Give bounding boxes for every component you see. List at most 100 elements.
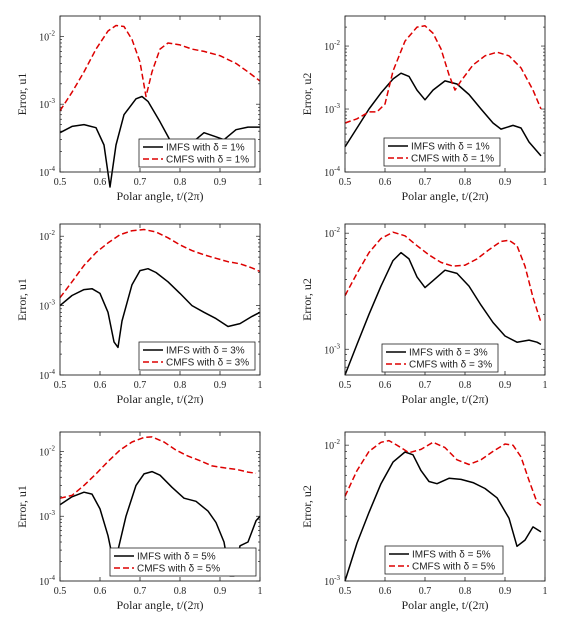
chart-panel-2: 0.5 0.6 0.7 0.8 0.9 1 10-4 10-3 10-2 Polar angle,…: [300, 15, 548, 203]
x-tick-label: 0.6: [94, 177, 107, 188]
y-tick-label: 10-2: [39, 444, 55, 458]
y-tick-label: 10-2: [324, 438, 340, 452]
legend: IMFS with δ = 3%CMFS with δ = 3%: [138, 341, 256, 371]
x-tick-label: 0.9: [499, 380, 512, 391]
series-line-cmfs: [344, 439, 542, 506]
x-tick-label: 1: [543, 586, 548, 597]
x-tick-label: 0.6: [379, 586, 392, 597]
y-tick-label: 10-4: [39, 574, 55, 588]
y-tick-label: 10-3: [324, 102, 340, 116]
axes-frame: [59, 223, 261, 376]
chart-panel-4: 0.5 0.6 0.7 0.8 0.9 1 10-3 10-2 Polar angle, t/(…: [300, 223, 548, 406]
chart-panel-3: 0.5 0.6 0.7 0.8 0.9 1 10-4 10-3 10-2 Polar angle,…: [15, 223, 263, 406]
x-tick-label: 0.6: [94, 586, 107, 597]
legend-label: CMFS with δ = 3%: [409, 360, 492, 371]
axes-frame: [344, 431, 546, 582]
legend-label: CMFS with δ = 1%: [411, 154, 494, 165]
legend: IMFS with δ = 5%CMFS with δ = 5%: [109, 547, 257, 577]
legend-label: CMFS with δ = 5%: [137, 564, 220, 575]
legend-label: IMFS with δ = 1%: [411, 142, 490, 153]
x-tick-label: 0.5: [54, 586, 67, 597]
y-tick-label: 10-2: [39, 229, 55, 243]
x-tick-label: 0.5: [54, 177, 67, 188]
legend-box: [384, 545, 504, 575]
axes-frame: [344, 223, 546, 376]
y-tick-label: 10-3: [39, 509, 55, 523]
y-axis-label: Error, u2: [300, 278, 314, 321]
x-tick-label: 0.9: [499, 177, 512, 188]
x-tick-label: 0.5: [339, 177, 352, 188]
x-tick-label: 0.8: [459, 177, 472, 188]
x-tick-label: 0.9: [214, 380, 227, 391]
legend-label: IMFS with δ = 1%: [166, 143, 245, 154]
series-line-cmfs: [59, 24, 261, 112]
series-line-imfs: [59, 267, 261, 349]
x-tick-label: 0.5: [339, 586, 352, 597]
x-tick-label: 0.7: [419, 177, 432, 188]
y-tick-label: 10-3: [324, 342, 340, 356]
series-line-imfs: [344, 451, 542, 582]
legend: IMFS with δ = 5%CMFS with δ = 5%: [384, 545, 504, 575]
chart-panel-1: 0.5 0.6 0.7 0.8 0.9 1 10-4 10-3 10-2 Polar angle,…: [15, 15, 263, 203]
y-tick-label: 10-4: [39, 368, 55, 382]
x-tick-label: 0.6: [379, 380, 392, 391]
x-tick-label: 1: [258, 177, 263, 188]
x-axis-label: Polar angle, t/(2π): [401, 189, 488, 203]
axes-frame: [59, 15, 261, 173]
x-axis-label: Polar angle, t/(2π): [401, 392, 488, 406]
x-tick-label: 1: [543, 177, 548, 188]
legend-label: IMFS with δ = 5%: [137, 552, 216, 563]
x-tick-label: 0.8: [459, 380, 472, 391]
x-axis-label: Polar angle, t/(2π): [116, 598, 203, 612]
x-tick-label: 0.7: [419, 380, 432, 391]
legend: IMFS with δ = 1%CMFS with δ = 1%: [383, 137, 501, 167]
y-axis-label: Error, u1: [15, 485, 29, 528]
y-axis-label: Error, u2: [300, 485, 314, 528]
chart-panel-6: 0.5 0.6 0.7 0.8 0.9 1 10-3 10-2 Polar angle, t/(…: [300, 431, 548, 612]
x-tick-label: 0.9: [214, 586, 227, 597]
legend-box: [138, 138, 256, 168]
y-tick-label: 10-3: [324, 574, 340, 588]
x-tick-label: 0.7: [134, 177, 147, 188]
y-tick-label: 10-4: [324, 165, 340, 179]
legend-label: CMFS with δ = 1%: [166, 155, 249, 166]
legend-label: CMFS with δ = 5%: [412, 562, 495, 573]
x-tick-label: 0.7: [134, 380, 147, 391]
x-tick-label: 0.6: [379, 177, 392, 188]
series-line-cmfs: [59, 436, 257, 499]
y-axis-label: Error, u1: [15, 73, 29, 116]
legend-box: [383, 137, 501, 167]
y-axis-label: Error, u1: [15, 278, 29, 321]
legend-label: CMFS with δ = 3%: [166, 358, 249, 369]
legend-label: IMFS with δ = 3%: [409, 348, 488, 359]
x-tick-label: 0.8: [174, 380, 187, 391]
series-line-cmfs: [344, 231, 542, 323]
x-tick-label: 0.5: [54, 380, 67, 391]
legend-box: [138, 341, 256, 371]
series-line-imfs: [344, 72, 542, 157]
x-tick-label: 1: [258, 586, 263, 597]
x-tick-label: 0.8: [174, 586, 187, 597]
series-line-cmfs: [344, 25, 542, 124]
x-tick-label: 0.6: [94, 380, 107, 391]
y-tick-label: 10-3: [39, 97, 55, 111]
x-axis-label: Polar angle, t/(2π): [116, 189, 203, 203]
y-tick-label: 10-2: [324, 39, 340, 53]
legend: IMFS with δ = 1%CMFS with δ = 1%: [138, 138, 256, 168]
x-axis-label: Polar angle, t/(2π): [401, 598, 488, 612]
series-line-cmfs: [59, 228, 261, 299]
axes-frame: [59, 431, 261, 582]
x-tick-label: 0.7: [419, 586, 432, 597]
x-axis-label: Polar angle, t/(2π): [116, 392, 203, 406]
x-tick-label: 0.8: [174, 177, 187, 188]
y-tick-label: 10-2: [39, 29, 55, 43]
y-tick-label: 10-3: [39, 299, 55, 313]
chart-panel-5: 0.5 0.6 0.7 0.8 0.9 1 10-4 10-3 10-2 Polar angle,…: [15, 431, 263, 612]
series-line-imfs: [344, 251, 542, 376]
legend: IMFS with δ = 3%CMFS with δ = 3%: [381, 343, 499, 373]
axes-frame: [344, 15, 546, 173]
y-tick-label: 10-2: [324, 226, 340, 240]
x-tick-label: 0.9: [499, 586, 512, 597]
x-tick-label: 1: [543, 380, 548, 391]
